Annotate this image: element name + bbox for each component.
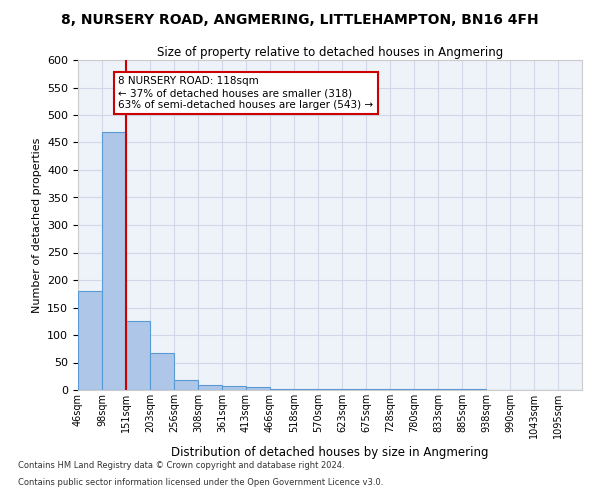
Bar [126, 322, 150, 390]
Bar [270, 389, 294, 390]
Bar [294, 389, 318, 390]
Text: 8, NURSERY ROAD, ANGMERING, LITTLEHAMPTON, BN16 4FH: 8, NURSERY ROAD, ANGMERING, LITTLEHAMPTO… [61, 12, 539, 26]
X-axis label: Distribution of detached houses by size in Angmering: Distribution of detached houses by size … [171, 446, 489, 460]
Bar [222, 386, 246, 390]
Bar [150, 352, 174, 390]
Text: 8 NURSERY ROAD: 118sqm
← 37% of detached houses are smaller (318)
63% of semi-de: 8 NURSERY ROAD: 118sqm ← 37% of detached… [118, 76, 373, 110]
Y-axis label: Number of detached properties: Number of detached properties [32, 138, 41, 312]
Text: Contains HM Land Registry data © Crown copyright and database right 2024.: Contains HM Land Registry data © Crown c… [18, 460, 344, 469]
Bar [78, 291, 102, 390]
Bar [102, 132, 126, 390]
Bar [174, 380, 198, 390]
Title: Size of property relative to detached houses in Angmering: Size of property relative to detached ho… [157, 46, 503, 59]
Text: Contains public sector information licensed under the Open Government Licence v3: Contains public sector information licen… [18, 478, 383, 487]
Bar [246, 387, 270, 390]
Bar [198, 384, 222, 390]
